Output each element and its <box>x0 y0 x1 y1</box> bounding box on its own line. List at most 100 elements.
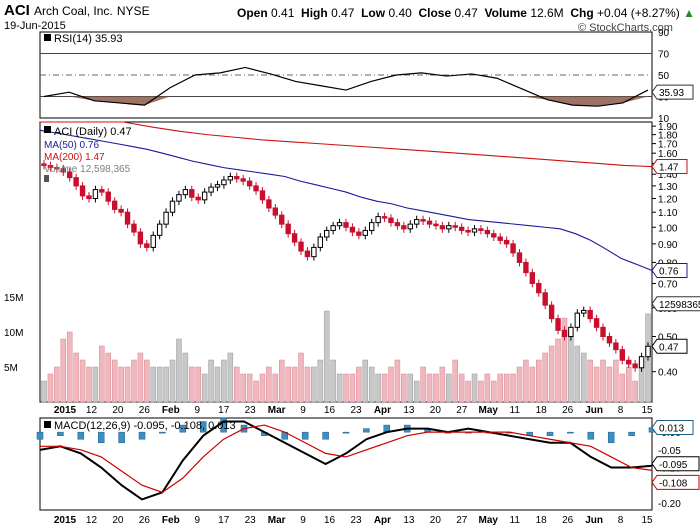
macd-histogram-bar <box>567 431 574 434</box>
volume-bar <box>523 359 529 403</box>
candle-body <box>433 223 439 227</box>
candle-body <box>510 243 516 254</box>
candle-body <box>195 196 201 201</box>
macd-histogram-bar <box>97 431 105 444</box>
macd-x-label: 23 <box>245 515 257 526</box>
candle-body <box>548 304 555 320</box>
volume-bar <box>169 359 176 403</box>
candle-body <box>343 222 349 228</box>
volume-bar <box>439 366 446 403</box>
candle-body <box>111 200 118 210</box>
macd-histogram-bar <box>628 431 635 436</box>
volume-bar <box>580 352 587 403</box>
candle-body <box>156 223 163 236</box>
volume-bar <box>105 352 112 403</box>
volume-bar <box>568 331 574 403</box>
volume-bar <box>111 359 118 403</box>
candle-body <box>523 261 529 274</box>
macd-histogram-bar <box>179 424 187 433</box>
macd-histogram-bar <box>301 431 309 440</box>
volume-bar <box>156 366 163 403</box>
volume-bar <box>66 331 73 403</box>
volume-bar <box>426 373 433 403</box>
volume-last-tag-box <box>651 296 700 312</box>
price-legend-item: MA(50) 0.76 <box>44 140 99 151</box>
volume-bar <box>176 338 182 403</box>
rsi-tick-label: 50 <box>658 71 670 82</box>
price-tick-label: 1.30 <box>658 182 678 193</box>
volume-bar <box>201 373 208 403</box>
macd-signal-tag-box <box>651 474 700 490</box>
volume-bar <box>548 345 555 403</box>
price-x-label: Feb <box>162 405 180 416</box>
price-x-label: 13 <box>403 405 415 416</box>
macd-x-label: 9 <box>300 515 306 526</box>
ma50-last-tag-box <box>651 263 688 279</box>
candle-body <box>311 246 317 258</box>
high-label: High <box>301 6 328 20</box>
price-legend-swatch <box>44 126 51 133</box>
volume-bar <box>214 366 221 403</box>
volume-bar <box>259 373 266 403</box>
price-tick-label: 0.70 <box>658 279 678 290</box>
volume-bar <box>304 366 311 403</box>
volume-bar <box>394 359 401 403</box>
macd-x-label: 27 <box>456 515 468 526</box>
macd-hist-tag-box <box>651 420 694 436</box>
macd-histogram-bar <box>587 431 595 440</box>
macd-histogram-bar <box>363 428 370 433</box>
rsi-title: RSI(14) 35.93 <box>54 33 122 45</box>
volume-bar <box>433 373 439 403</box>
exchange: NYSE <box>116 4 150 18</box>
candle-body <box>169 200 176 213</box>
candle-body <box>124 211 131 225</box>
chg-value: +0.04 (+8.27%) <box>597 6 680 20</box>
macd-x-label: 2015 <box>54 515 77 526</box>
volume-bar <box>362 359 369 403</box>
volume-bar <box>99 345 105 403</box>
volume-bar <box>574 345 581 403</box>
open-label: Open <box>237 6 268 20</box>
open-value: 0.41 <box>271 6 295 20</box>
candle-body <box>439 225 446 230</box>
candle-body <box>536 282 542 294</box>
watermark: © StockCharts.com <box>578 22 673 34</box>
close-last-tag-box <box>651 338 688 354</box>
date-label: 19-Jun-2015 <box>4 20 66 32</box>
ticker-title: ACI Arch Coal, Inc. NYSE <box>4 2 150 19</box>
ma50-line <box>39 129 653 272</box>
price-tick-label: 1.80 <box>658 131 678 142</box>
volume-bar <box>317 359 324 403</box>
signal-line <box>40 424 653 493</box>
volume-bar <box>356 366 362 403</box>
volume-bar <box>542 352 548 403</box>
candle-body <box>137 231 144 245</box>
volume-bar <box>613 359 619 403</box>
candle-body <box>542 292 548 306</box>
volume-bar <box>510 373 516 403</box>
candle-body <box>221 179 227 186</box>
volume-bar <box>144 359 150 403</box>
candle-body <box>234 175 240 180</box>
macd-histogram-bar <box>159 431 166 434</box>
candle-body <box>208 186 214 193</box>
volume-label: Volume <box>484 6 527 20</box>
macd-x-label: May <box>479 515 499 526</box>
volume-bar <box>60 338 67 403</box>
volume-bar <box>381 373 388 403</box>
price-x-label: 17 <box>218 405 230 416</box>
candle-body <box>626 359 632 365</box>
macd-legend-swatch <box>44 421 51 428</box>
candle-body <box>105 191 111 202</box>
low-label: Low <box>361 6 386 20</box>
macd-value-tag-box <box>651 456 700 472</box>
macd-histogram-bar <box>607 431 615 444</box>
macd-x-label: 15 <box>641 515 653 526</box>
candle-body <box>266 199 272 209</box>
candle-body <box>388 217 394 224</box>
candle-body <box>446 225 452 230</box>
candle-body <box>189 189 195 198</box>
rsi-tick-label: 70 <box>658 50 670 61</box>
macd-title: MACD(12,26,9) -0.095, -0.108, 0.013 <box>54 420 236 432</box>
